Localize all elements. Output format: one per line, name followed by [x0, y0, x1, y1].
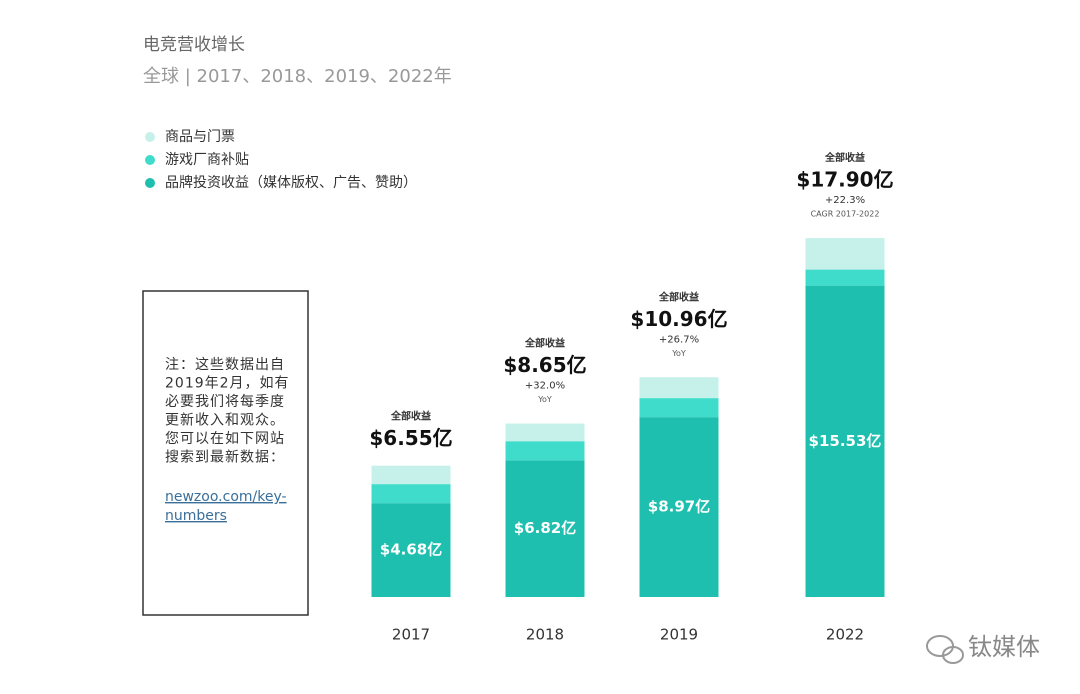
bar-segment: [639, 398, 719, 418]
growth-note: YoY: [671, 349, 686, 358]
legend-label: 商品与门票: [165, 129, 235, 145]
legend-swatch: [145, 155, 155, 165]
bar-value-label: $8.97亿: [648, 498, 710, 516]
bar-value-label: $4.68亿: [380, 541, 442, 559]
note-link: numbers: [165, 508, 227, 524]
watermark-icon: [926, 635, 964, 664]
growth-note: YoY: [537, 395, 552, 404]
note-box: [142, 290, 309, 616]
bar-segment: [371, 484, 451, 504]
total-caption: 全部收益: [824, 151, 865, 164]
bar-segment: [805, 285, 885, 597]
bar-segment: [805, 269, 885, 286]
total-caption: 全部收益: [658, 290, 699, 303]
note-line: 搜索到最新数据：: [165, 449, 285, 466]
x-tick-label: 2019: [660, 626, 698, 644]
bar-segment: [639, 377, 719, 399]
legend-label: 游戏厂商补贴: [165, 152, 249, 168]
note-line: 注：这些数据出自: [165, 356, 285, 373]
note-line: 2019年2月，如有: [165, 376, 290, 392]
legend-label: 品牌投资收益（媒体版权、广告、赞助）: [165, 174, 417, 191]
bar-segment: [505, 423, 585, 442]
bar-segment: [639, 417, 719, 597]
total-caption: 全部收益: [390, 410, 431, 423]
note-line: 您可以在如下网站: [165, 430, 285, 447]
growth-label: +26.7%: [659, 334, 699, 345]
growth-label: +22.3%: [825, 195, 865, 206]
chart-title: 电竞营收增长: [143, 35, 245, 55]
note-line: 必要我们将每季度: [165, 394, 285, 410]
chart-subtitle: 全球 | 2017、2018、2019、2022年: [143, 66, 452, 87]
legend-swatch: [145, 178, 155, 188]
note-link: newzoo.com/key-: [165, 489, 287, 505]
x-tick-label: 2022: [826, 626, 864, 644]
watermark: 钛媒体: [968, 633, 1040, 661]
note-line: 更新收入和观众。: [165, 413, 285, 429]
total-label: $8.65亿: [503, 353, 586, 377]
total-caption: 全部收益: [524, 337, 565, 350]
x-tick-label: 2018: [526, 626, 564, 644]
legend-swatch: [145, 132, 155, 142]
bar-value-label: $6.82亿: [514, 519, 576, 537]
total-label: $6.55亿: [369, 426, 452, 450]
bar-segment: [371, 503, 451, 597]
x-tick-label: 2017: [392, 626, 430, 644]
growth-note: CAGR 2017-2022: [811, 210, 880, 219]
bar-segment: [505, 441, 585, 461]
growth-label: +32.0%: [525, 381, 565, 392]
total-label: $17.90亿: [796, 168, 893, 192]
bar-segment: [505, 460, 585, 597]
bar-segment: [371, 465, 451, 485]
total-label: $10.96亿: [630, 307, 727, 331]
bar-segment: [805, 238, 885, 270]
bar-value-label: $15.53亿: [809, 432, 882, 450]
